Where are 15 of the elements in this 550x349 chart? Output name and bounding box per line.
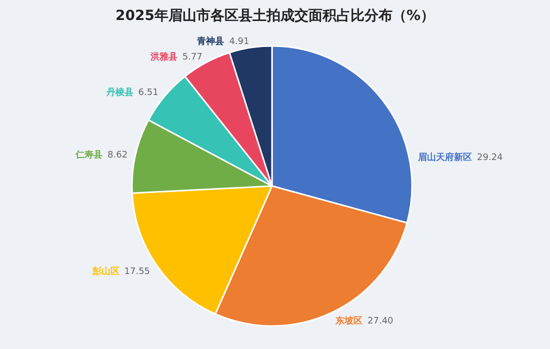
data-label: 29.24 <box>477 153 504 163</box>
data-label: 8.62 <box>108 150 128 161</box>
slice-label: 仁寿县 <box>74 150 103 161</box>
data-label: 4.91 <box>229 36 250 47</box>
slice-label: 丹棱县 <box>105 87 134 98</box>
slice-label: 洪雅县 <box>149 51 178 62</box>
chart-title: 2025年眉山市各区县土拍成交面积占比分布（%） <box>116 7 434 24</box>
slice-label: 眉山天府新区 <box>417 152 472 163</box>
data-label: 27.40 <box>368 316 394 327</box>
data-label: 6.51 <box>138 88 158 98</box>
slice-label: 彭山区 <box>91 266 120 277</box>
data-label: 17.55 <box>124 266 150 277</box>
slice-label: 青神县 <box>196 36 224 47</box>
slice-label: 东坡区 <box>334 316 363 327</box>
data-label: 5.77 <box>182 52 202 62</box>
